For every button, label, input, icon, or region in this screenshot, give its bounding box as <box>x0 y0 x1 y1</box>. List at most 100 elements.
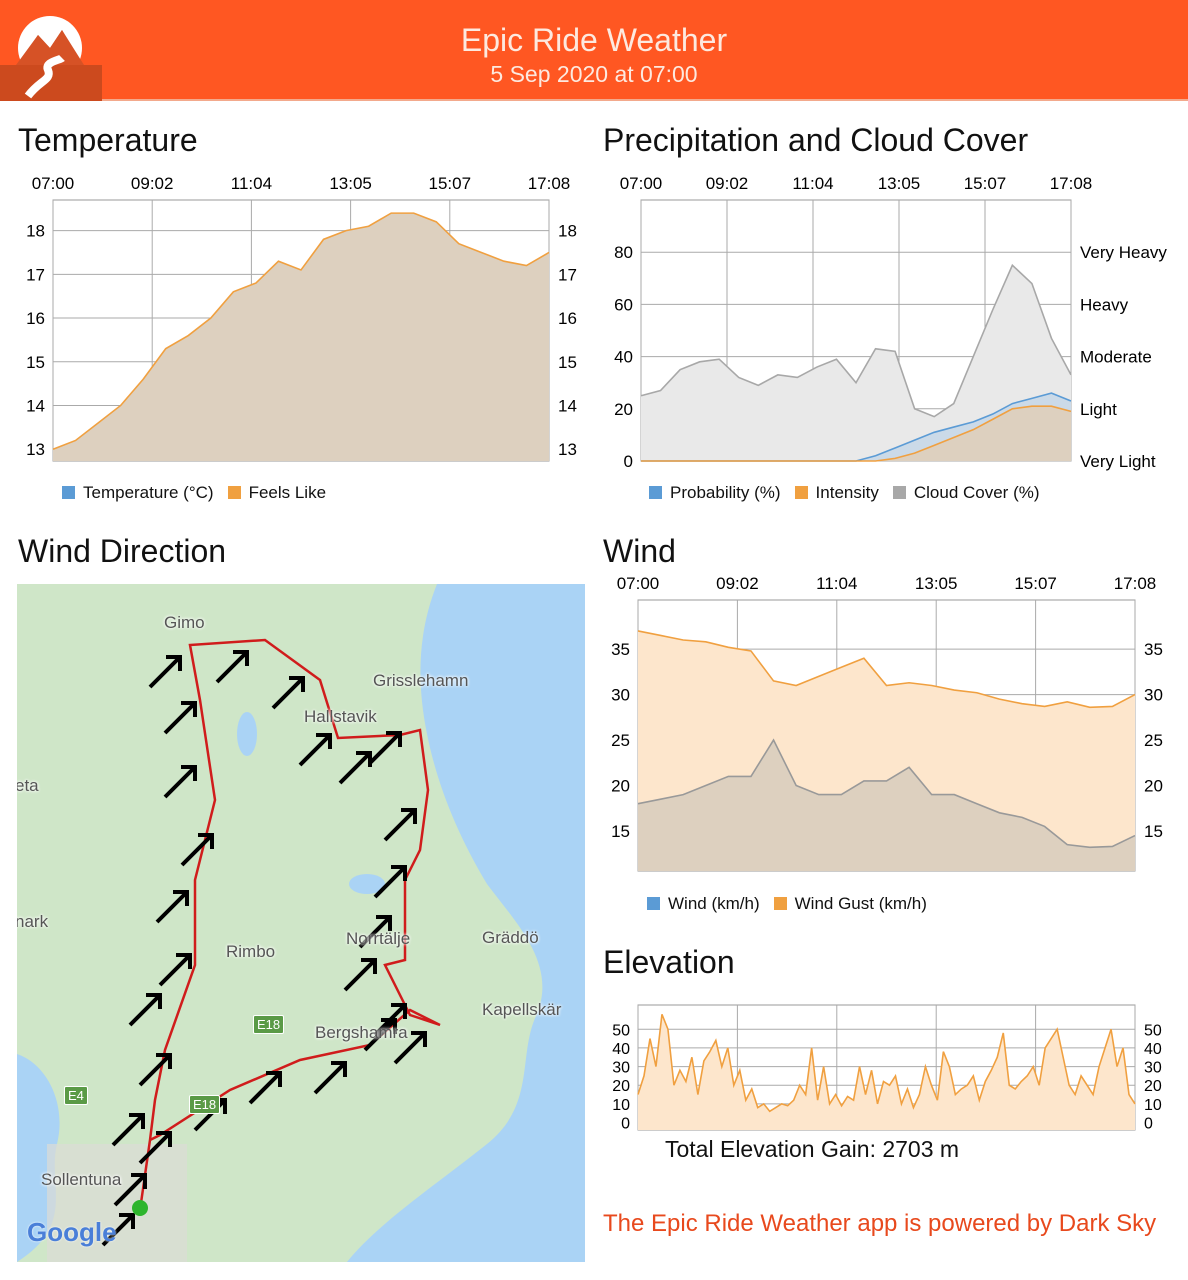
app-logo-icon <box>0 16 102 101</box>
road-sign: E18 <box>189 1095 221 1114</box>
wind-line <box>637 738 1136 849</box>
y-tick-label-right: Very Heavy <box>1080 243 1167 262</box>
wind-arrow-icon <box>111 1113 145 1147</box>
intensity-line <box>641 405 1072 462</box>
place-label: eta <box>17 776 39 795</box>
y-tick-label-right: 35 <box>1144 640 1163 659</box>
y-tick-label: 20 <box>611 777 630 796</box>
y-tick-label: 10 <box>612 1097 630 1114</box>
y-tick-label-right: Moderate <box>1080 348 1152 367</box>
legend-intensity: Intensity <box>794 483 879 503</box>
wind-arrow-icon <box>138 1053 172 1087</box>
road-sign: E18 <box>253 1015 285 1034</box>
legend-temperature: Temperature (°C) <box>62 483 214 503</box>
place-label: Bergshamra <box>315 1023 408 1042</box>
y-tick-label-right: 17 <box>558 265 577 284</box>
route-line <box>138 638 441 1211</box>
y-tick-label-right: 40 <box>1144 1041 1162 1058</box>
x-tick-label: 11:04 <box>231 174 272 193</box>
wind-arrow-icon <box>163 701 197 735</box>
wind-arrow-icon <box>313 1061 347 1095</box>
y-tick-label-right: 18 <box>558 222 577 241</box>
wind-arrow-icon <box>298 733 332 767</box>
y-tick-label: 15 <box>26 353 45 372</box>
map-base <box>17 584 585 1262</box>
place-label: Grisslehamn <box>373 671 469 690</box>
y-tick-label: 80 <box>614 243 633 262</box>
wind-arrow-icon <box>138 1131 172 1165</box>
legend-wind-gust: Wind Gust (km/h) <box>773 894 927 914</box>
feels-like-area <box>53 213 549 461</box>
start-marker <box>132 1200 148 1216</box>
cloud-cover-area <box>641 265 1071 461</box>
y-tick-label: 60 <box>614 295 633 314</box>
y-tick-label-right: 20 <box>1144 777 1163 796</box>
y-tick-label: 0 <box>624 452 633 471</box>
intensity-area <box>641 406 1071 461</box>
precip-title: Precipitation and Cloud Cover <box>603 122 1029 158</box>
road-sign: E4 <box>64 1086 88 1105</box>
temperature-legend: Temperature (°C) Feels Like <box>62 483 326 503</box>
wind-area <box>638 740 1135 871</box>
wind-arrow-icon <box>163 765 197 799</box>
forecast-datetime: 5 Sep 2020 at 07:00 <box>490 61 698 87</box>
x-tick-label: 13:05 <box>878 174 921 193</box>
wind-arrow-icon <box>338 751 372 785</box>
y-tick-label-right: 10 <box>1144 1097 1162 1114</box>
legend-cloud-cover: Cloud Cover (%) <box>892 483 1040 503</box>
y-tick-label-right: 25 <box>1144 731 1163 750</box>
wind-arrow-icon <box>363 1018 397 1052</box>
y-tick-label: 30 <box>611 686 630 705</box>
wind-arrow-icon <box>373 865 407 899</box>
wind-arrow-icon <box>113 1173 147 1207</box>
elevation-line <box>637 1014 1136 1113</box>
y-tick-label-right: Very Light <box>1080 452 1156 471</box>
y-tick-label: 13 <box>26 440 45 459</box>
precip-legend: Probability (%) Intensity Cloud Cover (%… <box>649 483 1040 503</box>
x-tick-label: 07:00 <box>32 174 75 193</box>
app-header: Epic Ride Weather 5 Sep 2020 at 07:00 <box>0 0 1188 101</box>
precip-chart: 0 Very Light 20 Light 40 Moderate 60 Heavy 80 Ver… <box>614 174 1167 471</box>
powered-by-link[interactable]: The Epic Ride Weather app is powered by … <box>603 1210 1157 1237</box>
x-tick-label: 13:05 <box>329 174 372 193</box>
wind-arrow-icon <box>368 731 402 765</box>
y-tick-label: 20 <box>614 400 633 419</box>
x-tick-label: 15:07 <box>964 174 1007 193</box>
wind-arrow-icon <box>180 833 214 867</box>
x-tick-label: 07:00 <box>620 174 663 193</box>
place-label: Kapellskär <box>482 1000 562 1019</box>
temperature-chart: 13 13 14 14 15 15 16 16 17 17 18 18 07:00 09:02 11:04 1… <box>26 174 577 462</box>
wind-arrow-icon <box>393 1031 427 1065</box>
feels-like-line <box>52 212 550 450</box>
wind-chart: 15 15 20 20 25 25 30 30 35 35 07:00 09:02 11:04 13:05… <box>611 576 1163 872</box>
y-tick-label-right: 50 <box>1144 1022 1162 1039</box>
wind-direction-map[interactable]: Gimo Grisslehamn Hallstavik Rimbo Norrtä… <box>17 584 585 1262</box>
place-label: Rimbo <box>226 942 276 961</box>
wind-arrow-icon <box>158 953 192 987</box>
wind-arrow-icon <box>148 655 182 689</box>
y-tick-label: 18 <box>26 222 45 241</box>
wind-arrow-icon <box>128 993 162 1027</box>
y-tick-label: 25 <box>611 731 630 750</box>
y-tick-label-right: Heavy <box>1080 295 1129 314</box>
y-tick-label-right: 0 <box>1144 1116 1153 1133</box>
wind-arrow-icon <box>155 890 189 924</box>
elevation-title: Elevation <box>603 944 735 980</box>
legend-probability: Probability (%) <box>649 483 781 503</box>
x-tick-label: 15:07 <box>429 174 472 193</box>
y-tick-label-right: 14 <box>558 396 577 415</box>
wind-gust-line <box>637 630 1136 709</box>
x-tick-label: 17:08 <box>528 174 571 193</box>
y-tick-label-right: 30 <box>1144 686 1163 705</box>
y-tick-label: 16 <box>26 309 45 328</box>
y-tick-label: 20 <box>612 1078 630 1095</box>
place-label: Gräddö <box>482 928 539 947</box>
place-label: nark <box>17 912 49 931</box>
wind-legend: Wind (km/h) Wind Gust (km/h) <box>647 894 927 914</box>
x-tick-label: 09:02 <box>131 174 174 193</box>
wind-arrow-icon <box>383 808 417 842</box>
x-tick-label: 11:04 <box>792 174 833 193</box>
wind-arrows <box>101 650 427 1247</box>
x-tick-label: 15:07 <box>1014 576 1057 593</box>
